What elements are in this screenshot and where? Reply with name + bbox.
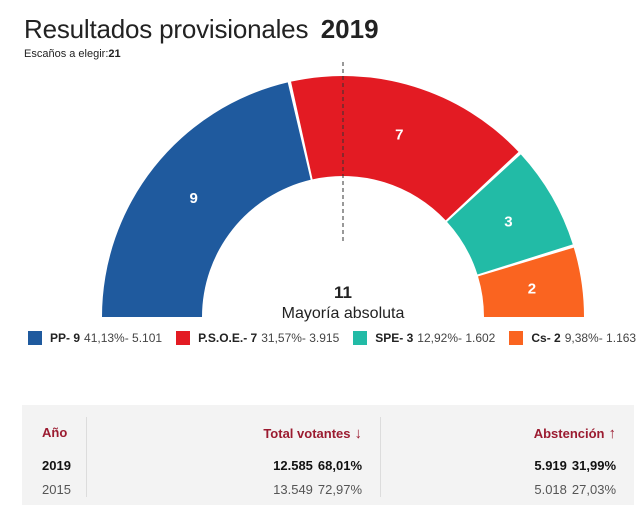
legend-item-spe: SPE- 3 12,92%- 1.602: [353, 331, 495, 345]
header-abstention-label: Abstención: [533, 426, 605, 441]
hemicycle-arcs: [102, 76, 584, 317]
seat-labels: 9 7 3 2: [189, 126, 536, 297]
hemicycle-chart: 9 7 3 2 11 Mayoría absoluta: [102, 62, 584, 322]
arrow-up-icon: ↑: [608, 425, 617, 442]
legend-swatch-spe: [353, 331, 368, 345]
legend-detail-cs: 9,38%- 1.163: [564, 331, 636, 345]
header-year: Año: [42, 425, 68, 440]
legend-name-pp: PP- 9: [50, 331, 81, 345]
votes-pct: 72,97%: [317, 482, 362, 497]
legend-item-pp: PP- 9 41,13%- 5.101: [28, 331, 162, 345]
column-year: Año 2019 2015: [22, 417, 87, 497]
legend-swatch-psoe: [176, 331, 191, 345]
seats-to-elect: Escaños a elegir:21: [24, 48, 121, 60]
legend: PP- 9 41,13%- 5.101 P.S.O.E.- 7 31,57%- …: [28, 331, 636, 345]
hemicycle-segment-cs[interactable]: [478, 247, 584, 317]
legend-detail-spe: 12,92%- 1.602: [417, 331, 496, 345]
cell-abstention-2015: 5.018 27,03%: [534, 482, 616, 497]
votes-pct: 68,01%: [317, 458, 362, 473]
seats-to-elect-value: 21: [108, 48, 121, 60]
seat-label-cs: 2: [528, 281, 536, 298]
abstention-value: 5.919: [534, 458, 567, 473]
hemicycle-segment-psoe[interactable]: [291, 76, 519, 221]
majority-seats: 11: [334, 283, 352, 302]
seats-to-elect-label: Escaños a elegir:: [24, 48, 109, 60]
cell-abstention-2019: 5.919 31,99%: [534, 458, 616, 473]
abstention-pct: 31,99%: [571, 458, 616, 473]
title-row: Resultados provisionales 2019: [24, 14, 379, 45]
legend-name-spe: SPE- 3: [375, 331, 414, 345]
seat-label-spe: 3: [504, 214, 512, 231]
hemicycle-segment-spe[interactable]: [447, 154, 573, 275]
legend-item-psoe: P.S.O.E.- 7 31,57%- 3.915: [176, 331, 339, 345]
votes-value: 12.585: [273, 458, 313, 473]
legend-swatch-pp: [28, 331, 42, 345]
majority-label: Mayoría absoluta: [282, 305, 405, 322]
hemicycle-segment-pp[interactable]: [102, 82, 311, 317]
legend-item-cs: Cs- 2 9,38%- 1.163: [509, 331, 636, 345]
cell-year-2015: 2015: [42, 482, 71, 497]
abstention-value: 5.018: [534, 482, 567, 497]
header-abstention[interactable]: Abstención ↑: [534, 425, 616, 442]
legend-detail-psoe: 31,57%- 3.915: [261, 331, 340, 345]
legend-name-cs: Cs- 2: [531, 331, 561, 345]
seat-label-pp: 9: [189, 190, 197, 207]
election-year: 2019: [320, 14, 379, 44]
abstention-pct: 27,03%: [571, 482, 616, 497]
cell-votes-2019: 12.585 68,01%: [273, 458, 362, 473]
cell-votes-2015: 13.549 72,97%: [273, 482, 362, 497]
header-total-votes[interactable]: Total votantes ↓: [263, 425, 362, 442]
seat-label-psoe: 7: [395, 126, 403, 143]
legend-name-psoe: P.S.O.E.- 7: [198, 331, 258, 345]
results-table: Año 2019 2015 Total votantes ↓ 12.585 68,0…: [22, 405, 634, 505]
legend-detail-pp: 41,13%- 5.101: [84, 331, 163, 345]
column-total-votes: Total votantes ↓ 12.585 68,01% 13.549 72,97…: [86, 417, 381, 497]
votes-value: 13.549: [273, 482, 313, 497]
column-abstention: Abstención ↑ 5.919 31,99% 5.018 27,03%: [380, 417, 634, 497]
page-title: Resultados provisionales: [24, 14, 309, 44]
legend-swatch-cs: [509, 331, 524, 345]
header-total-votes-label: Total votantes: [263, 426, 351, 441]
cell-year-2019: 2019: [42, 458, 71, 473]
arrow-down-icon: ↓: [354, 425, 363, 442]
